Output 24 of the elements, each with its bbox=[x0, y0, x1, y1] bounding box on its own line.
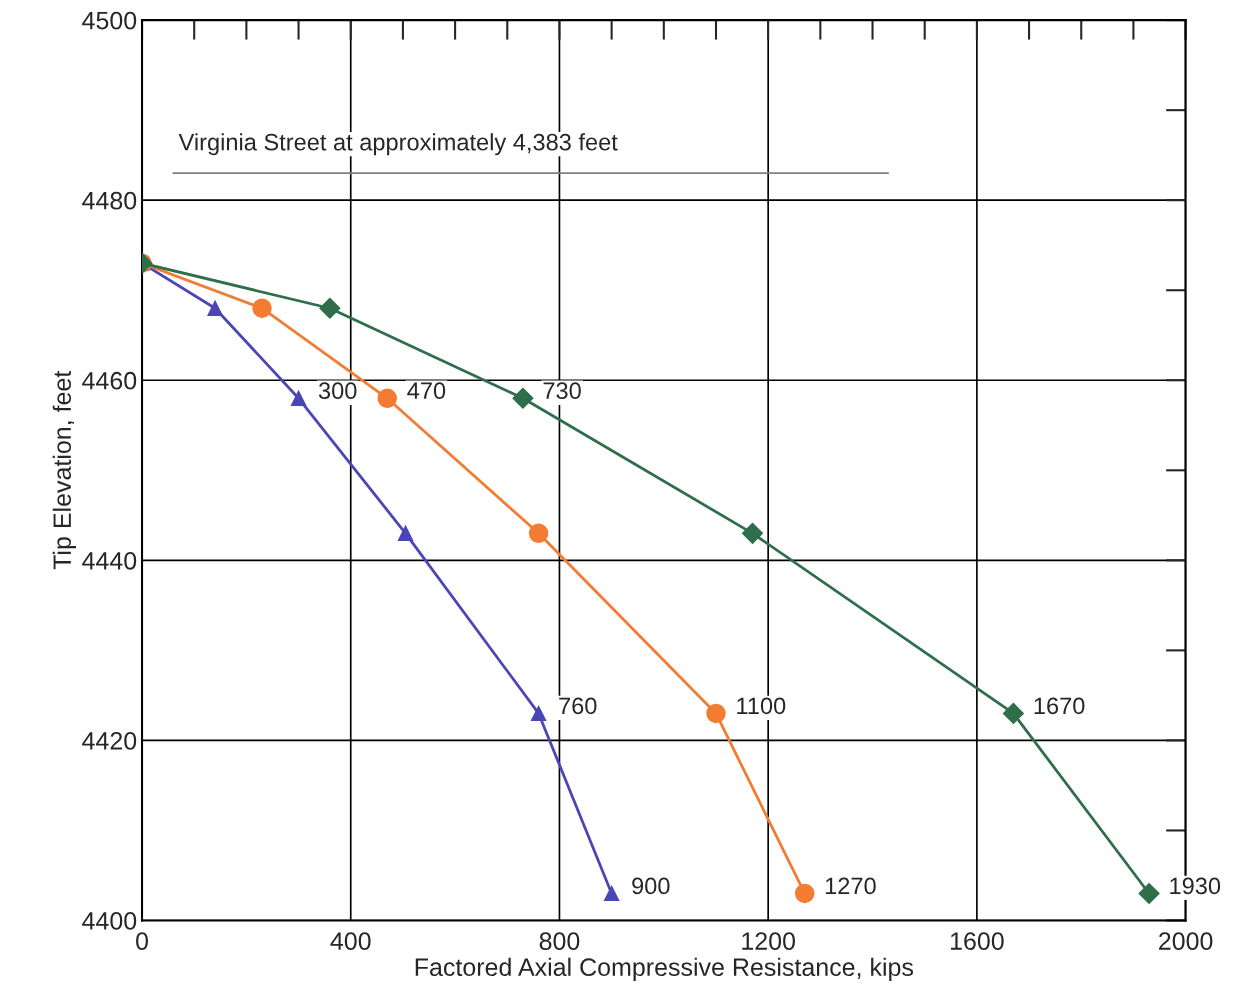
x-axis-title: Factored Axial Compressive Resistance, kips bbox=[415, 957, 914, 981]
y-tick-label: 4480 bbox=[82, 191, 137, 210]
x-tick-label: 400 bbox=[330, 932, 371, 950]
y-tick-label: 4460 bbox=[82, 371, 137, 390]
ref-line-label: Virginia Street at approximately 4,383 feet bbox=[178, 133, 618, 156]
annotation: 1670 bbox=[1034, 697, 1085, 715]
annotation: 730 bbox=[543, 382, 581, 400]
y-tick-label: 4500 bbox=[82, 11, 137, 30]
annotation: 760 bbox=[559, 697, 597, 715]
x-tick-label: 800 bbox=[539, 932, 580, 950]
annotation: 1270 bbox=[825, 877, 876, 895]
annotation: 300 bbox=[318, 382, 357, 400]
annotation: 900 bbox=[632, 877, 670, 895]
y-tick-label: 4420 bbox=[82, 732, 137, 750]
y-tick-label: 4400 bbox=[82, 912, 137, 930]
annotation: 1930 bbox=[1170, 877, 1221, 895]
x-tick-label: 1600 bbox=[950, 932, 1004, 950]
x-tick-label: 1200 bbox=[742, 932, 795, 950]
annotation: 1100 bbox=[737, 697, 786, 715]
annotation: 470 bbox=[407, 382, 446, 400]
y-tick-label: 4440 bbox=[82, 551, 137, 570]
x-tick-label: 2000 bbox=[1159, 932, 1213, 950]
y-axis-title: Tip Elevation, feet bbox=[52, 370, 76, 570]
x-tick-label: 0 bbox=[136, 932, 148, 950]
